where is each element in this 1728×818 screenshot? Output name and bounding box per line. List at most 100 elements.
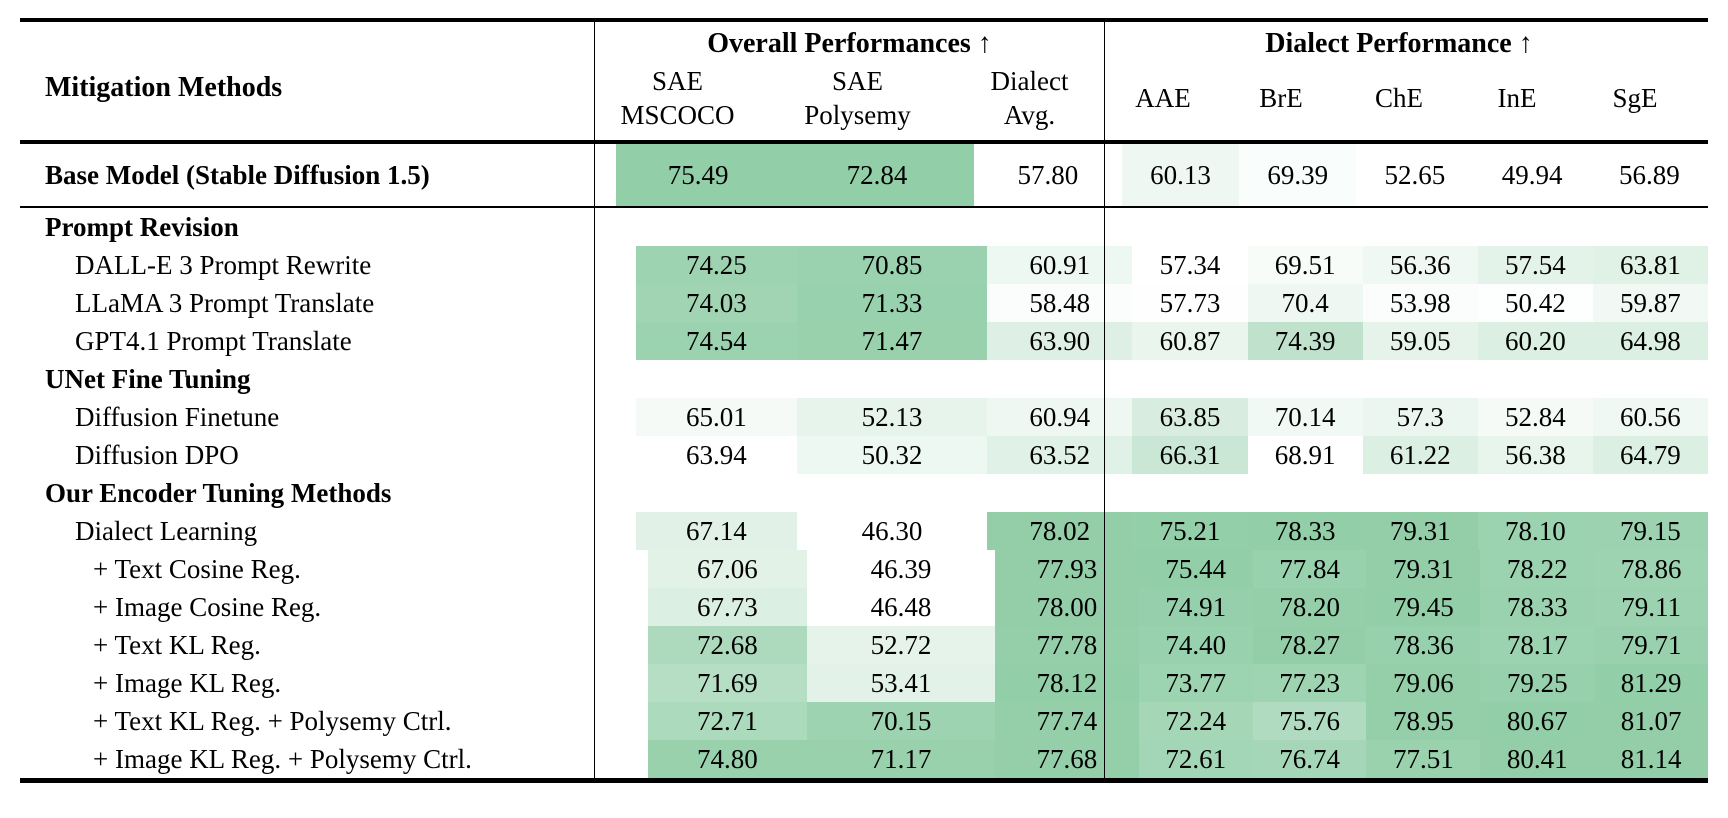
table-row: + Text Cosine Reg. 67.06 46.39 77.93 75.44 77…	[20, 550, 1709, 588]
method-cell: + Text Cosine Reg.	[93, 554, 301, 584]
value-cell-sae-polysemy: 70.85	[796, 246, 988, 284]
value-cell-aae: 73.77	[1138, 664, 1253, 702]
column-header-bre: BrE	[1222, 64, 1340, 132]
value-cell-ine: 78.33	[1480, 588, 1595, 626]
value-cell-che: 53.98	[1362, 284, 1478, 322]
column-header-line: Dialect	[990, 66, 1069, 96]
value-cell-aae: 74.91	[1138, 588, 1253, 626]
value-cell-sge: 79.11	[1594, 588, 1709, 626]
table-header: Mitigation Methods Overall Performances …	[20, 22, 1708, 140]
value-cell-sge: 81.14	[1594, 740, 1709, 778]
value-cell-sae-polysemy: 52.72	[806, 626, 996, 664]
value-cell-aae: 60.13	[1121, 144, 1240, 206]
value-cell-sae-mscoco: 74.03	[635, 284, 797, 322]
value-cell-sae-mscoco: 65.01	[635, 398, 797, 436]
value-cell-che: 59.05	[1362, 322, 1478, 360]
value-cell-sae-polysemy: 53.41	[806, 664, 996, 702]
value-cell-bre: 69.51	[1247, 246, 1363, 284]
value-cell-sae-polysemy: 46.30	[796, 512, 988, 550]
value-cell-aae: 60.87	[1132, 322, 1248, 360]
value-cell-ine: 78.17	[1480, 626, 1595, 664]
value-cell-sge: 81.07	[1594, 702, 1709, 740]
value-cell-sge: 79.15	[1592, 512, 1708, 550]
value-cell-che: 56.36	[1362, 246, 1478, 284]
value-cell-ine: 60.20	[1477, 322, 1593, 360]
header-rule	[20, 140, 1708, 144]
column-header-line: AAE	[1135, 83, 1191, 113]
column-header-line: MSCOCO	[620, 100, 735, 130]
value-cell-aae: 75.21	[1132, 512, 1248, 550]
value-cell-sae-mscoco: 67.73	[647, 588, 807, 626]
value-cell-dialect-avg: 60.94	[987, 398, 1133, 436]
section-row: Prompt Revision	[20, 208, 1708, 246]
column-header-line: ChE	[1374, 83, 1423, 113]
value-cell-dialect-avg: 60.91	[987, 246, 1133, 284]
table-row: + Image Cosine Reg. 67.73 46.48 78.00 74.91 7…	[20, 588, 1709, 626]
column-header-ine: InE	[1458, 64, 1576, 132]
value-cell-che: 79.45	[1366, 588, 1481, 626]
value-cell-aae: 66.31	[1132, 436, 1248, 474]
value-cell-aae: 57.34	[1132, 246, 1248, 284]
value-cell-aae: 75.44	[1138, 550, 1253, 588]
value-cell-dialect-avg: 77.93	[995, 550, 1139, 588]
value-cell-ine: 80.41	[1480, 740, 1595, 778]
value-cell-ine: 80.67	[1480, 702, 1595, 740]
value-cell-dialect-avg: 78.02	[987, 512, 1133, 550]
column-header-sae-mscoco: SAE MSCOCO	[595, 64, 760, 132]
method-cell: + Image KL Reg. + Polysemy Ctrl.	[93, 744, 472, 774]
value-cell-dialect-avg: 78.12	[995, 664, 1139, 702]
value-cell-sae-polysemy: 71.17	[806, 740, 996, 778]
table-row: + Image KL Reg. 71.69 53.41 78.12 73.77 77.23…	[20, 664, 1709, 702]
value-cell-dialect-avg: 77.68	[995, 740, 1139, 778]
value-cell-sge: 64.98	[1592, 322, 1708, 360]
method-cell: + Text KL Reg. + Polysemy Ctrl.	[93, 706, 452, 736]
column-header-line: SAE	[831, 66, 883, 96]
value-cell-che: 79.31	[1366, 550, 1481, 588]
value-cell-dialect-avg: 77.78	[995, 626, 1139, 664]
table-body: Prompt Revision DALL-E 3 Prompt Rewrite 74…	[20, 208, 1709, 778]
group-header-dialect: Dialect Performance ↑	[1265, 28, 1533, 59]
value-cell-sge: 79.71	[1594, 626, 1709, 664]
method-cell: + Image Cosine Reg.	[93, 592, 322, 622]
table-row: DALL-E 3 Prompt Rewrite 74.25 70.85 60.91 57…	[20, 246, 1708, 284]
value-cell-bre: 69.39	[1239, 144, 1357, 206]
method-cell: GPT4.1 Prompt Translate	[75, 326, 352, 356]
value-cell-bre: 77.84	[1252, 550, 1367, 588]
value-cell-ine: 50.42	[1477, 284, 1593, 322]
value-cell-sae-mscoco: 67.06	[647, 550, 807, 588]
value-cell-ine: 57.54	[1477, 246, 1593, 284]
value-cell-sae-mscoco: 63.94	[635, 436, 797, 474]
value-cell-ine: 52.84	[1477, 398, 1593, 436]
value-cell-ine: 49.94	[1473, 144, 1591, 206]
value-cell-aae: 57.73	[1132, 284, 1248, 322]
value-cell-dialect-avg: 63.52	[987, 436, 1133, 474]
table-row: Diffusion DPO 63.94 50.32 63.52 66.31 68.91 61…	[20, 436, 1708, 474]
group-header-overall: Overall Performances ↑	[707, 28, 992, 59]
column-header-aae: AAE	[1104, 64, 1222, 132]
value-cell-ine: 78.22	[1480, 550, 1595, 588]
value-cell-dialect-avg: 78.00	[995, 588, 1139, 626]
value-cell-sae-mscoco: 67.14	[635, 512, 797, 550]
column-header-line: Polysemy	[804, 100, 911, 130]
table-row: Dialect Learning 67.14 46.30 78.02 75.21 78.3…	[20, 512, 1708, 550]
value-cell-che: 52.65	[1356, 144, 1474, 206]
value-cell-ine: 56.38	[1477, 436, 1593, 474]
column-header-line: InE	[1497, 83, 1537, 113]
value-cell-sae-polysemy: 71.47	[796, 322, 988, 360]
table-row: + Text KL Reg. + Polysemy Ctrl. 72.71 70.1…	[20, 702, 1709, 740]
value-cell-aae: 74.40	[1138, 626, 1253, 664]
value-cell-che: 57.3	[1362, 398, 1478, 436]
value-cell-aae: 72.61	[1138, 740, 1253, 778]
method-cell: + Text KL Reg.	[93, 630, 261, 660]
section-label: Our Encoder Tuning Methods	[45, 478, 392, 508]
method-cell: LLaMA 3 Prompt Translate	[75, 288, 375, 318]
value-cell-sae-polysemy: 72.84	[780, 144, 974, 206]
value-cell-che: 79.31	[1362, 512, 1478, 550]
table-row: GPT4.1 Prompt Translate 74.54 71.47 63.90 60…	[20, 322, 1708, 360]
column-header-dialect-avg: Dialect Avg.	[955, 64, 1104, 132]
base-section-rule	[20, 206, 1708, 208]
value-cell-bre: 78.27	[1252, 626, 1367, 664]
section-label: UNet Fine Tuning	[45, 364, 251, 394]
value-cell-sge: 56.89	[1590, 144, 1708, 206]
section-row: UNet Fine Tuning	[20, 360, 1708, 398]
